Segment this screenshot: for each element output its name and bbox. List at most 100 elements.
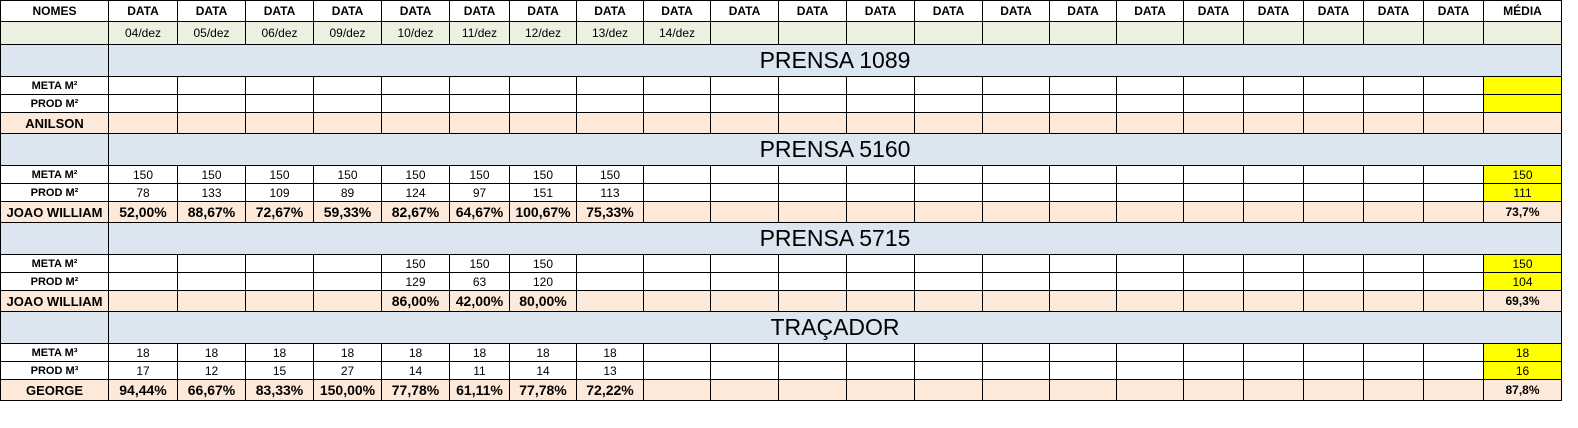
- dates-media-blank[interactable]: [1483, 21, 1562, 45]
- header-data-6[interactable]: DATA: [449, 0, 510, 22]
- meta-cell[interactable]: [846, 343, 915, 362]
- prod-cell[interactable]: [1116, 183, 1184, 202]
- percentage-cell[interactable]: [1183, 112, 1244, 134]
- percentage-cell[interactable]: [177, 112, 246, 134]
- percentage-cell[interactable]: [1303, 290, 1364, 312]
- percentage-cell[interactable]: [1423, 379, 1484, 401]
- meta-cell[interactable]: [846, 76, 915, 95]
- meta-cell[interactable]: [1303, 254, 1364, 273]
- percentage-cell[interactable]: [509, 112, 577, 134]
- meta-cell[interactable]: [313, 254, 382, 273]
- operator-name[interactable]: GEORGE: [0, 379, 109, 401]
- date-cell-11[interactable]: [778, 21, 847, 45]
- meta-cell[interactable]: [1116, 254, 1184, 273]
- prod-cell[interactable]: [846, 272, 915, 291]
- prod-cell[interactable]: [1243, 272, 1304, 291]
- meta-cell[interactable]: 150: [313, 165, 382, 184]
- meta-cell[interactable]: [982, 76, 1050, 95]
- prod-cell[interactable]: [710, 183, 779, 202]
- meta-cell[interactable]: 150: [177, 165, 246, 184]
- percentage-cell[interactable]: [1116, 290, 1184, 312]
- percentage-cell[interactable]: 52,00%: [108, 201, 178, 223]
- operator-name[interactable]: JOAO WILLIAM: [0, 201, 109, 223]
- percentage-cell[interactable]: [108, 290, 178, 312]
- prod-average[interactable]: 111: [1483, 183, 1562, 202]
- meta-cell[interactable]: [313, 76, 382, 95]
- date-cell-4[interactable]: 09/dez: [313, 21, 382, 45]
- meta-cell[interactable]: [576, 254, 644, 273]
- meta-cell[interactable]: [576, 76, 644, 95]
- prod-average[interactable]: 16: [1483, 361, 1562, 380]
- percentage-cell[interactable]: [1363, 201, 1424, 223]
- prod-average[interactable]: [1483, 94, 1562, 113]
- prod-cell[interactable]: [108, 272, 178, 291]
- percentage-cell[interactable]: 150,00%: [313, 379, 382, 401]
- percentage-cell[interactable]: [710, 112, 779, 134]
- prod-cell[interactable]: [1049, 183, 1117, 202]
- date-cell-18[interactable]: [1243, 21, 1304, 45]
- prod-cell[interactable]: [1303, 272, 1364, 291]
- meta-cell[interactable]: [1363, 76, 1424, 95]
- percentage-cell[interactable]: 100,67%: [509, 201, 577, 223]
- prod-cell[interactable]: [982, 183, 1050, 202]
- meta-cell[interactable]: [1303, 165, 1364, 184]
- percentage-cell[interactable]: [710, 290, 779, 312]
- prod-cell[interactable]: 27: [313, 361, 382, 380]
- meta-cell[interactable]: [1049, 343, 1117, 362]
- percentage-cell[interactable]: [643, 379, 711, 401]
- percentage-cell[interactable]: [778, 112, 847, 134]
- prod-cell[interactable]: [1049, 361, 1117, 380]
- percentage-cell[interactable]: 94,44%: [108, 379, 178, 401]
- percentage-cell[interactable]: 82,67%: [381, 201, 450, 223]
- percentage-cell[interactable]: [1116, 112, 1184, 134]
- prod-cell[interactable]: [914, 361, 983, 380]
- meta-cell[interactable]: 18: [381, 343, 450, 362]
- meta-cell[interactable]: [982, 165, 1050, 184]
- prod-cell[interactable]: [1303, 361, 1364, 380]
- header-data-5[interactable]: DATA: [381, 0, 450, 22]
- meta-cell[interactable]: [1303, 343, 1364, 362]
- prod-cell[interactable]: [1116, 94, 1184, 113]
- date-cell-10[interactable]: [710, 21, 779, 45]
- date-cell-13[interactable]: [914, 21, 983, 45]
- meta-cell[interactable]: [381, 76, 450, 95]
- percentage-cell[interactable]: [643, 290, 711, 312]
- percentage-cell[interactable]: [846, 379, 915, 401]
- prod-cell[interactable]: 12: [177, 361, 246, 380]
- header-data-14[interactable]: DATA: [982, 0, 1050, 22]
- prod-cell[interactable]: 17: [108, 361, 178, 380]
- meta-cell[interactable]: [1183, 76, 1244, 95]
- meta-cell[interactable]: [778, 254, 847, 273]
- prod-cell[interactable]: [1423, 272, 1484, 291]
- meta-cell[interactable]: [1183, 165, 1244, 184]
- meta-cell[interactable]: 18: [509, 343, 577, 362]
- meta-cell[interactable]: 18: [313, 343, 382, 362]
- percentage-cell[interactable]: [108, 112, 178, 134]
- date-cell-15[interactable]: [1049, 21, 1117, 45]
- prod-cell[interactable]: [108, 94, 178, 113]
- prod-cell[interactable]: [1303, 183, 1364, 202]
- date-cell-1[interactable]: 04/dez: [108, 21, 178, 45]
- percentage-cell[interactable]: 66,67%: [177, 379, 246, 401]
- meta-cell[interactable]: [643, 343, 711, 362]
- prod-cell[interactable]: [710, 361, 779, 380]
- percentage-cell[interactable]: 88,67%: [177, 201, 246, 223]
- meta-cell[interactable]: [1243, 343, 1304, 362]
- prod-cell[interactable]: 11: [449, 361, 510, 380]
- prod-cell[interactable]: [576, 94, 644, 113]
- meta-cell[interactable]: [108, 76, 178, 95]
- header-media[interactable]: MÉDIA: [1483, 0, 1562, 22]
- percentage-cell[interactable]: [1243, 201, 1304, 223]
- header-data-11[interactable]: DATA: [778, 0, 847, 22]
- meta-cell[interactable]: 150: [245, 165, 314, 184]
- meta-cell[interactable]: [449, 76, 510, 95]
- prod-cell[interactable]: 151: [509, 183, 577, 202]
- percentage-cell[interactable]: [982, 201, 1050, 223]
- prod-cell[interactable]: [1423, 361, 1484, 380]
- prod-average[interactable]: 104: [1483, 272, 1562, 291]
- prod-cell[interactable]: 63: [449, 272, 510, 291]
- prod-cell[interactable]: [643, 361, 711, 380]
- prod-cell[interactable]: [778, 183, 847, 202]
- percentage-average[interactable]: 87,8%: [1483, 379, 1562, 401]
- prod-cell[interactable]: [449, 94, 510, 113]
